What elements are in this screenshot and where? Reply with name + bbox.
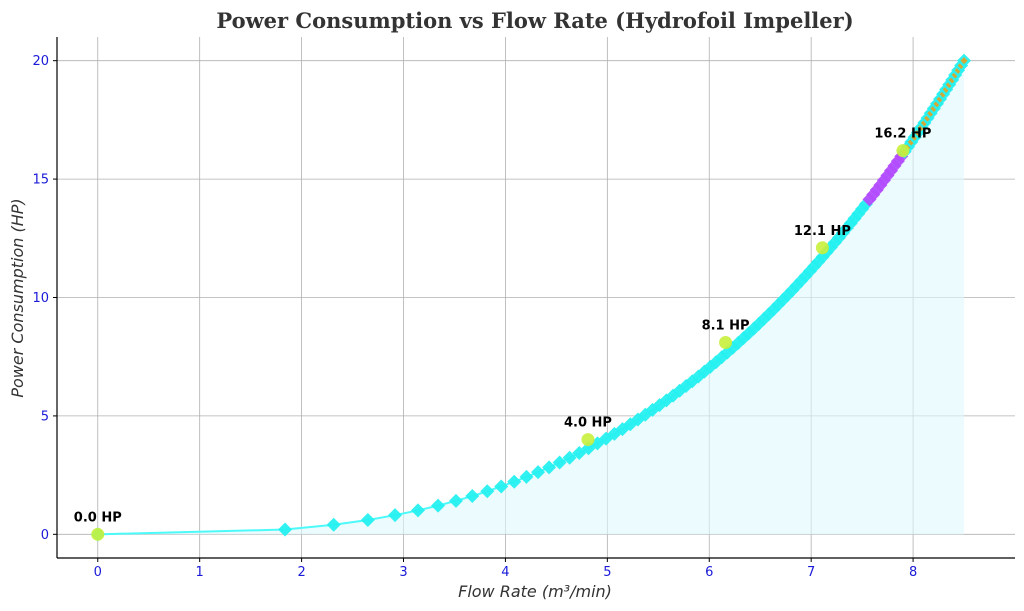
highlight-point <box>815 241 829 255</box>
data-point-marker <box>480 484 495 499</box>
data-point-inner <box>957 61 965 69</box>
highlight-point-label: 0.0 HP <box>74 510 122 525</box>
highlight-point <box>719 335 733 349</box>
highlight-points: 0.0 HP 4.0 HP 8.1 HP 12.1 HP 16.2 HP <box>74 127 931 541</box>
x-tick-label: 6 <box>705 565 713 580</box>
y-tick-label: 0 <box>41 528 49 543</box>
data-point-marker <box>360 512 375 527</box>
data-point-marker <box>494 479 509 494</box>
y-tick-label: 5 <box>41 409 49 424</box>
highlight-point-label: 8.1 HP <box>702 318 750 333</box>
data-point-marker <box>410 503 425 518</box>
data-point-marker <box>326 517 341 532</box>
highlight-point-label: 4.0 HP <box>564 416 612 431</box>
y-axis-label: Power Consumption (HP) <box>8 198 27 397</box>
data-point-marker <box>552 455 567 470</box>
x-tick-label: 0 <box>94 565 102 580</box>
data-point-marker <box>531 465 546 480</box>
x-tick-label: 4 <box>501 565 509 580</box>
data-point-marker <box>431 498 446 513</box>
data-point-marker <box>448 493 463 508</box>
data-point-marker <box>278 522 293 537</box>
highlight-point <box>91 527 105 541</box>
x-tick-label: 1 <box>196 565 204 580</box>
x-axis-label: Flow Rate (m³/min) <box>458 582 612 601</box>
highlight-point <box>581 433 595 447</box>
data-point-marker <box>572 445 587 460</box>
data-point-inner <box>960 57 968 65</box>
y-tick-label: 15 <box>32 173 49 188</box>
highlight-point-label: 12.1 HP <box>794 224 851 239</box>
area-under-curve <box>97 60 965 535</box>
x-tick-label: 3 <box>399 565 407 580</box>
chart-title: Power Consumption vs Flow Rate (Hydrofoi… <box>216 8 853 33</box>
tick-labels: 0 1 2 3 4 5 6 7 8 0 5 10 15 20 <box>32 54 917 580</box>
data-point-marker <box>519 469 534 484</box>
data-point-marker <box>507 474 522 489</box>
x-tick-label: 8 <box>909 565 917 580</box>
data-point-marker <box>388 508 403 523</box>
y-tick-label: 20 <box>32 54 49 69</box>
x-tick-label: 5 <box>603 565 611 580</box>
highlight-point-label: 16.2 HP <box>874 127 931 142</box>
data-point-marker <box>465 489 480 504</box>
y-tick-label: 10 <box>32 291 49 306</box>
x-tick-label: 7 <box>807 565 815 580</box>
highlight-point <box>896 144 910 158</box>
data-point-marker <box>562 450 577 465</box>
data-point-marker <box>542 460 557 475</box>
area-fill <box>97 60 965 535</box>
x-tick-label: 2 <box>297 565 305 580</box>
